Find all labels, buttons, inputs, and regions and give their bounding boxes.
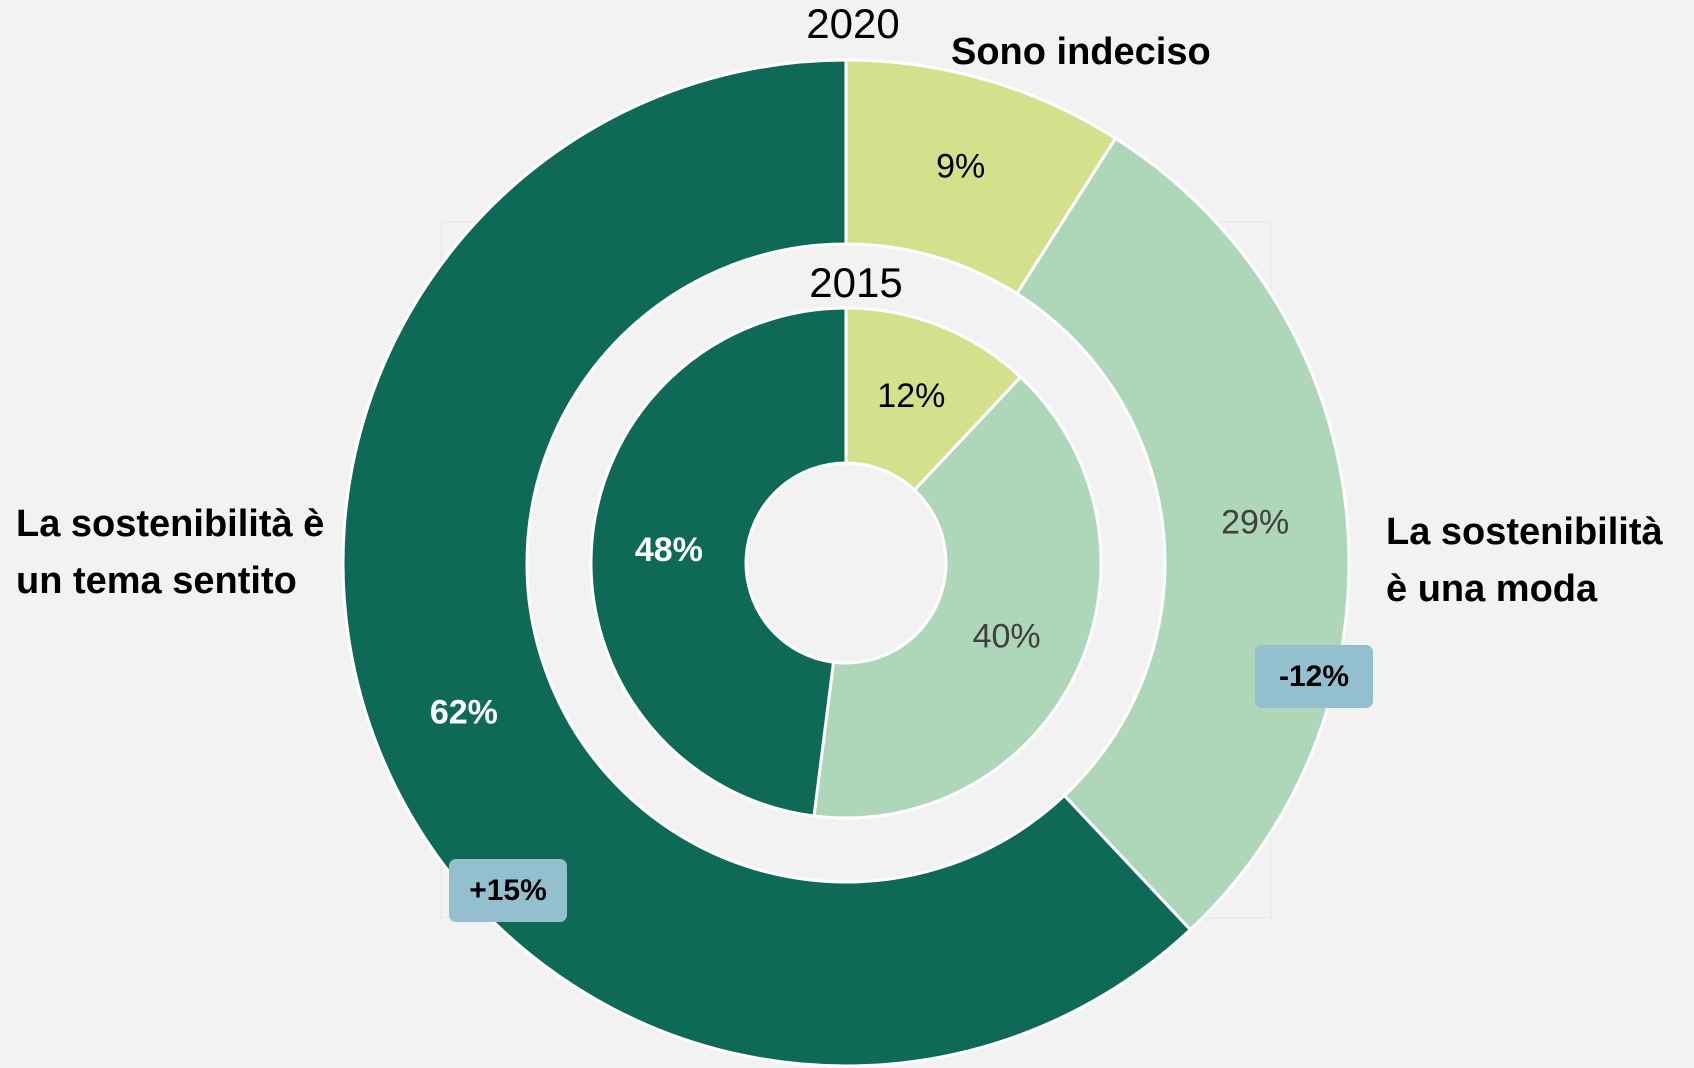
rings xyxy=(341,58,1351,1068)
inner-ring-name: 2015 xyxy=(809,259,902,306)
donut-segment xyxy=(1014,136,1351,932)
donut-segment xyxy=(812,374,1103,820)
data-label: 48% xyxy=(635,531,703,569)
outer-ring-name: 2020 xyxy=(806,0,899,47)
data-label: 29% xyxy=(1221,503,1289,541)
category-label: Sono indeciso xyxy=(951,31,1211,73)
category-label: La sostenibilità è una moda xyxy=(1386,511,1663,610)
donut-segment xyxy=(589,306,848,818)
change-annotation: +15% xyxy=(449,859,567,922)
data-label: 12% xyxy=(877,377,945,415)
donut-segment xyxy=(844,306,1023,493)
data-label: 40% xyxy=(973,618,1041,656)
data-label: 62% xyxy=(430,693,498,731)
category-label: La sostenibilità è un tema sentito xyxy=(16,503,325,602)
donut-segment xyxy=(341,58,1193,1068)
data-label: 9% xyxy=(936,147,985,185)
change-annotation: -12% xyxy=(1255,645,1373,708)
